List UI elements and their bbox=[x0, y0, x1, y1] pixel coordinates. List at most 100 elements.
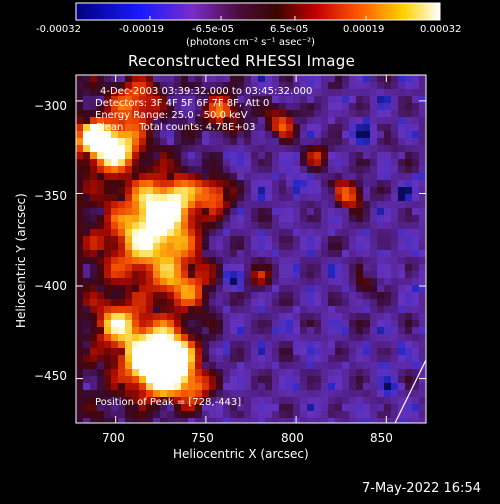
heatmap-cell bbox=[118, 180, 126, 188]
heatmap-cell bbox=[237, 152, 245, 160]
heatmap-cell bbox=[167, 229, 175, 237]
heatmap-cell bbox=[307, 264, 315, 272]
heatmap-cell bbox=[125, 390, 133, 398]
heatmap-cell bbox=[223, 383, 231, 391]
heatmap-cell bbox=[286, 278, 294, 286]
heatmap-cell bbox=[167, 208, 175, 216]
heatmap-cell bbox=[111, 180, 119, 188]
heatmap-cell bbox=[377, 166, 385, 174]
heatmap-cell bbox=[314, 82, 322, 90]
heatmap-cell bbox=[356, 187, 364, 195]
heatmap-cell bbox=[202, 138, 210, 146]
heatmap-cell bbox=[328, 313, 336, 321]
heatmap-cell bbox=[412, 166, 420, 174]
heatmap-cell bbox=[356, 243, 364, 251]
heatmap-cell bbox=[139, 334, 147, 342]
heatmap-cell bbox=[181, 124, 189, 132]
heatmap-cell bbox=[174, 390, 182, 398]
heatmap-cell bbox=[412, 418, 420, 423]
heatmap-cell bbox=[97, 404, 105, 412]
heatmap-cell bbox=[356, 313, 364, 321]
heatmap-cell bbox=[342, 327, 350, 335]
heatmap-cell bbox=[76, 103, 84, 111]
heatmap-cell bbox=[244, 313, 252, 321]
heatmap-cell bbox=[167, 369, 175, 377]
heatmap-cell bbox=[349, 292, 357, 300]
heatmap-cell bbox=[300, 75, 308, 83]
heatmap-cell bbox=[90, 383, 98, 391]
heatmap-cell bbox=[97, 131, 105, 139]
heatmap-cell bbox=[216, 117, 224, 125]
heatmap-cell bbox=[307, 138, 315, 146]
heatmap-cell bbox=[265, 159, 273, 167]
heatmap-cell bbox=[195, 306, 203, 314]
heatmap-cell bbox=[398, 208, 406, 216]
heatmap-cell bbox=[398, 313, 406, 321]
heatmap-cell bbox=[188, 117, 196, 125]
heatmap-cell bbox=[237, 75, 245, 83]
heatmap-cell bbox=[202, 250, 210, 258]
heatmap-cell bbox=[265, 299, 273, 307]
heatmap-cell bbox=[146, 376, 154, 384]
heatmap-cell bbox=[244, 173, 252, 181]
heatmap-cell bbox=[174, 348, 182, 356]
heatmap-cell bbox=[83, 418, 91, 423]
heatmap-cell bbox=[251, 89, 259, 97]
heatmap-cell bbox=[412, 173, 420, 181]
heatmap-cell bbox=[83, 124, 91, 132]
heatmap-cell bbox=[321, 145, 329, 153]
heatmap-cell bbox=[202, 159, 210, 167]
heatmap-cell bbox=[195, 383, 203, 391]
heatmap-cell bbox=[104, 103, 112, 111]
heatmap-cell bbox=[195, 152, 203, 160]
heatmap-cell bbox=[363, 96, 371, 104]
heatmap-cell bbox=[356, 208, 364, 216]
heatmap-cell bbox=[377, 411, 385, 419]
heatmap-cell bbox=[314, 334, 322, 342]
heatmap-cell bbox=[90, 166, 98, 174]
heatmap-cell bbox=[272, 376, 280, 384]
heatmap-cell bbox=[384, 194, 392, 202]
heatmap-cell bbox=[111, 411, 119, 419]
heatmap-cell bbox=[195, 327, 203, 335]
heatmap-cell bbox=[265, 404, 273, 412]
heatmap-cell bbox=[279, 222, 287, 230]
heatmap-cell bbox=[342, 397, 350, 405]
heatmap-cell bbox=[419, 355, 426, 363]
heatmap-cell bbox=[384, 250, 392, 258]
heatmap-cell bbox=[279, 243, 287, 251]
heatmap-cell bbox=[90, 418, 98, 423]
heatmap-cell bbox=[293, 215, 301, 223]
heatmap-cell bbox=[209, 418, 217, 423]
heatmap-cell bbox=[104, 194, 112, 202]
heatmap-cell bbox=[363, 278, 371, 286]
heatmap-cell bbox=[139, 159, 147, 167]
heatmap-cell bbox=[363, 89, 371, 97]
heatmap-cell bbox=[398, 418, 406, 423]
heatmap-cell bbox=[146, 348, 154, 356]
heatmap-cell bbox=[265, 173, 273, 181]
heatmap-cell bbox=[188, 75, 196, 83]
heatmap-cell bbox=[251, 362, 259, 370]
heatmap-cell bbox=[118, 229, 126, 237]
heatmap-cell bbox=[335, 187, 343, 195]
heatmap-cell bbox=[160, 418, 168, 423]
heatmap-cell bbox=[174, 173, 182, 181]
heatmap-cell bbox=[279, 376, 287, 384]
heatmap-cell bbox=[342, 159, 350, 167]
heatmap-cell bbox=[377, 131, 385, 139]
heatmap-cell bbox=[293, 292, 301, 300]
heatmap-cell bbox=[412, 159, 420, 167]
heatmap-cell bbox=[104, 180, 112, 188]
heatmap-cell bbox=[370, 313, 378, 321]
heatmap-cell bbox=[300, 201, 308, 209]
heatmap-cell bbox=[118, 278, 126, 286]
heatmap-cell bbox=[125, 264, 133, 272]
heatmap-cell bbox=[188, 383, 196, 391]
heatmap-cell bbox=[391, 96, 399, 104]
heatmap-cell bbox=[293, 166, 301, 174]
heatmap-cell bbox=[125, 404, 133, 412]
heatmap-cell bbox=[244, 166, 252, 174]
heatmap-cell bbox=[412, 117, 420, 125]
heatmap-cell bbox=[286, 103, 294, 111]
